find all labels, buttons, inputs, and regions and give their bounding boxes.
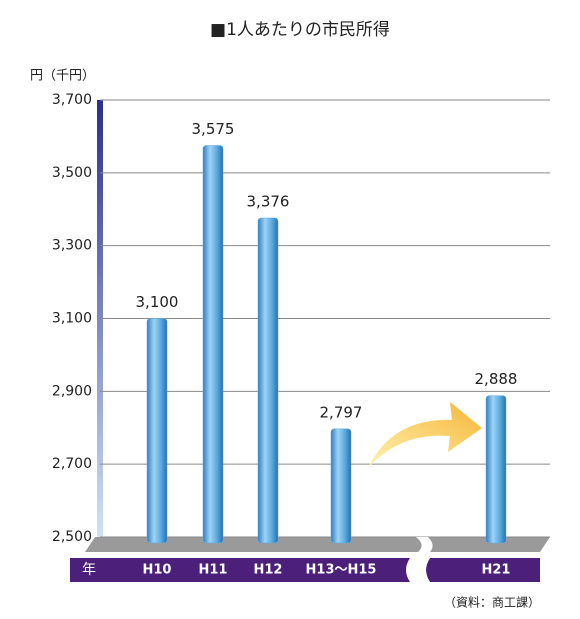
bar	[146, 318, 168, 544]
x-band	[426, 558, 540, 582]
y-axis-label: 円（千円）	[30, 69, 95, 84]
bar	[202, 145, 224, 544]
x-tick-label: H10	[143, 563, 172, 578]
x-band	[70, 558, 410, 582]
value-label: 2,797	[320, 403, 363, 421]
value-label: 3,575	[192, 120, 235, 138]
source: （資料：商工課）	[444, 595, 540, 610]
x-tick-label: H11	[199, 563, 228, 578]
bar	[330, 428, 352, 544]
y-tick-label: 3,500	[52, 165, 92, 181]
bar	[257, 217, 279, 544]
chart-title: ■1人あたりの市民所得	[210, 20, 390, 40]
arrow	[368, 402, 482, 468]
y-tick-label: 2,700	[52, 456, 92, 472]
x-tick-label: H21	[482, 563, 511, 578]
y-tick-label: 3,100	[52, 311, 92, 327]
y-tick-label: 3,300	[52, 238, 92, 254]
bar	[485, 395, 507, 544]
value-label: 2,888	[475, 370, 518, 388]
floor	[85, 537, 550, 552]
value-label: 3,100	[136, 293, 179, 311]
axis-break	[406, 558, 430, 582]
axis-break	[416, 537, 433, 552]
value-label: 3,376	[247, 192, 290, 210]
y-tick-label: 3,700	[52, 92, 92, 108]
x-tick-label: H13〜H15	[306, 563, 377, 578]
x-tick-label: H12	[254, 563, 283, 578]
y-tick-label: 2,500	[52, 529, 92, 545]
x-axis-label: 年	[82, 562, 96, 578]
y-tick-label: 2,900	[52, 383, 92, 399]
